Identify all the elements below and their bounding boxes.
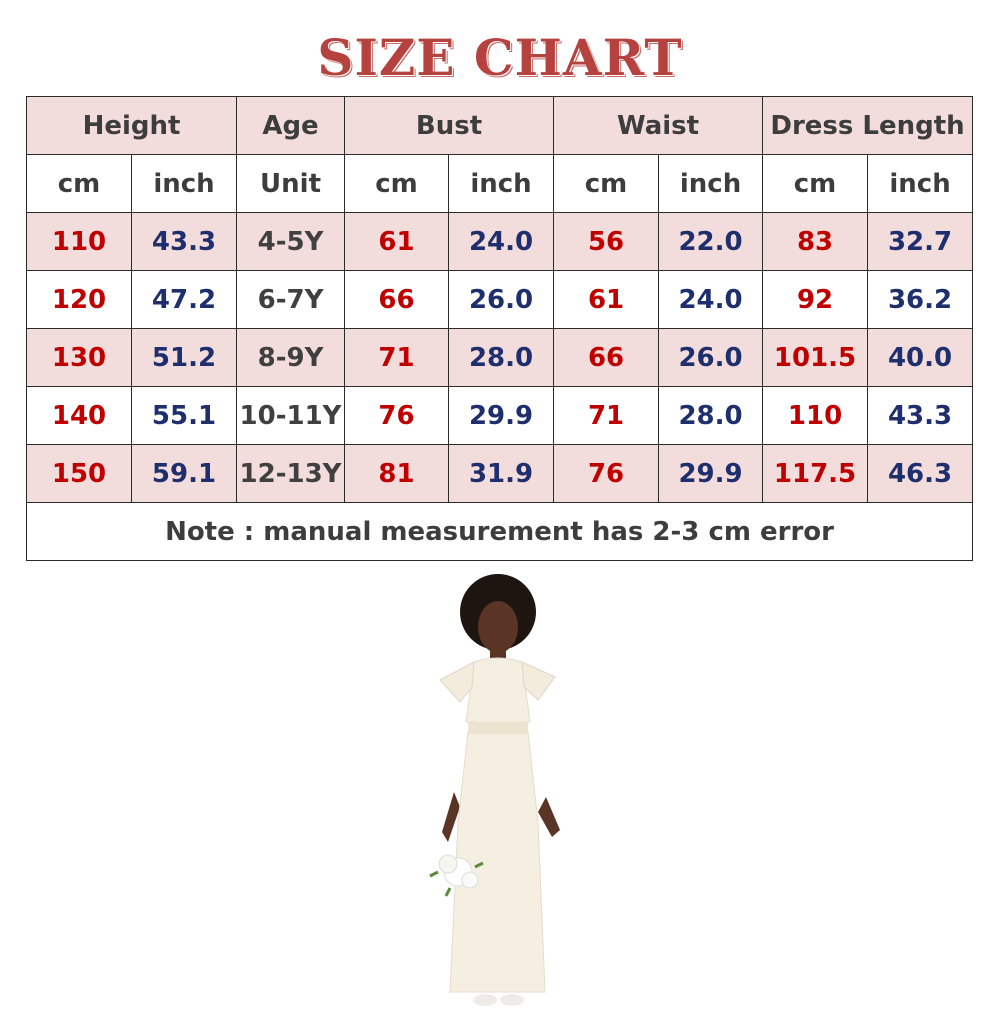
table-cell: 61 bbox=[553, 270, 660, 329]
table-cell: 101.5 bbox=[762, 328, 869, 387]
header-dress-length: Dress Length bbox=[762, 96, 974, 155]
table-cell: 55.1 bbox=[130, 386, 238, 445]
table-cell: 26.0 bbox=[448, 270, 555, 329]
unit-header-cell: cm bbox=[762, 154, 869, 213]
header-height: Height bbox=[25, 96, 238, 155]
table-cell: 140 bbox=[26, 386, 132, 445]
table-row: 120 47.2 6-7Y 66 26.0 61 24.0 92 36.2 bbox=[26, 270, 974, 329]
header-bust: Bust bbox=[344, 96, 555, 155]
table-cell: 76 bbox=[553, 444, 660, 503]
unit-header-cell: inch bbox=[867, 154, 974, 213]
table-cell: 81 bbox=[344, 444, 450, 503]
table-cell: 22.0 bbox=[658, 212, 764, 271]
page-title: SIZE CHART bbox=[317, 28, 683, 87]
table-cell: 46.3 bbox=[867, 444, 974, 503]
table-cell: 71 bbox=[344, 328, 450, 387]
table-cell: 76 bbox=[344, 386, 450, 445]
unit-header-cell: cm bbox=[553, 154, 660, 213]
table-cell: 66 bbox=[344, 270, 450, 329]
size-chart-table: Height Age Bust Waist Dress Length cm inc… bbox=[25, 96, 974, 561]
table-cell: 110 bbox=[762, 386, 869, 445]
measurement-note: Note : manual measurement has 2-3 cm err… bbox=[25, 502, 974, 561]
table-cell: 12-13Y bbox=[236, 444, 346, 503]
table-row: 140 55.1 10-11Y 76 29.9 71 28.0 110 43.3 bbox=[26, 386, 974, 445]
table-cell: 36.2 bbox=[867, 270, 974, 329]
table-cell: 92 bbox=[762, 270, 869, 329]
table-cell: 43.3 bbox=[130, 212, 238, 271]
unit-header-cell: cm bbox=[344, 154, 450, 213]
unit-header-cell: cm bbox=[26, 154, 132, 213]
table-cell: 120 bbox=[26, 270, 132, 329]
table-cell: 26.0 bbox=[658, 328, 764, 387]
group-header-row: Height Age Bust Waist Dress Length bbox=[25, 96, 974, 155]
model-photo bbox=[429, 574, 560, 1006]
table-cell: 130 bbox=[26, 328, 132, 387]
unit-header-cell: inch bbox=[658, 154, 764, 213]
table-cell: 40.0 bbox=[867, 328, 974, 387]
table-row: 150 59.1 12-13Y 81 31.9 76 29.9 117.5 46.3 bbox=[26, 444, 974, 503]
table-cell: 56 bbox=[553, 212, 660, 271]
table-cell: 24.0 bbox=[448, 212, 555, 271]
table-cell: 10-11Y bbox=[236, 386, 346, 445]
table-cell: 110 bbox=[26, 212, 132, 271]
header-waist: Waist bbox=[553, 96, 764, 155]
girl-illustration bbox=[429, 574, 560, 1006]
table-cell: 83 bbox=[762, 212, 869, 271]
table-cell: 43.3 bbox=[867, 386, 974, 445]
table-cell: 28.0 bbox=[658, 386, 764, 445]
header-age: Age bbox=[236, 96, 346, 155]
table-cell: 59.1 bbox=[130, 444, 238, 503]
table-cell: 28.0 bbox=[448, 328, 555, 387]
table-cell: 24.0 bbox=[658, 270, 764, 329]
table-cell: 47.2 bbox=[130, 270, 238, 329]
table-cell: 32.7 bbox=[867, 212, 974, 271]
unit-header-cell: Unit bbox=[236, 154, 346, 213]
unit-header-row: cm inch Unit cm inch cm inch cm inch bbox=[26, 154, 974, 213]
table-row: 130 51.2 8-9Y 71 28.0 66 26.0 101.5 40.0 bbox=[26, 328, 974, 387]
note-row: Note : manual measurement has 2-3 cm err… bbox=[25, 502, 974, 561]
table-cell: 150 bbox=[26, 444, 132, 503]
table-cell: 31.9 bbox=[448, 444, 555, 503]
unit-header-cell: inch bbox=[448, 154, 555, 213]
unit-header-cell: inch bbox=[130, 154, 238, 213]
table-cell: 71 bbox=[553, 386, 660, 445]
table-cell: 66 bbox=[553, 328, 660, 387]
table-cell: 29.9 bbox=[658, 444, 764, 503]
table-row: 110 43.3 4-5Y 61 24.0 56 22.0 83 32.7 bbox=[26, 212, 974, 271]
table-cell: 117.5 bbox=[762, 444, 869, 503]
table-cell: 6-7Y bbox=[236, 270, 346, 329]
table-cell: 29.9 bbox=[448, 386, 555, 445]
table-cell: 4-5Y bbox=[236, 212, 346, 271]
table-cell: 8-9Y bbox=[236, 328, 346, 387]
table-cell: 51.2 bbox=[130, 328, 238, 387]
table-cell: 61 bbox=[344, 212, 450, 271]
